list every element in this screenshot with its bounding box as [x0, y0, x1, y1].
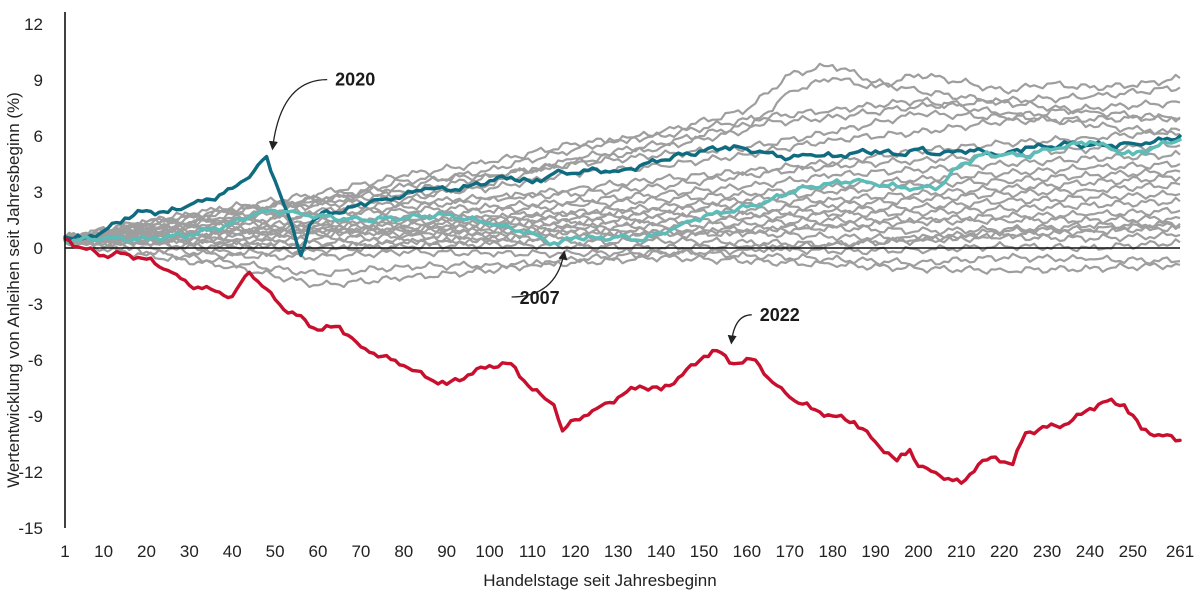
- y-tick-label: -9: [28, 407, 43, 426]
- x-tick-label: 120: [561, 542, 589, 561]
- x-tick-label: 60: [309, 542, 328, 561]
- x-tick-label: 40: [223, 542, 242, 561]
- annotation-label-2022: 2022: [760, 305, 800, 325]
- annotation-label-2020: 2020: [335, 70, 375, 90]
- x-tick-label: 20: [137, 542, 156, 561]
- series-line-2007: [63, 138, 1182, 247]
- y-tick-label: 9: [34, 71, 43, 90]
- y-tick-label: 3: [34, 183, 43, 202]
- background-series-line: [64, 127, 1181, 241]
- y-tick-label: -3: [28, 295, 43, 314]
- x-tick-label: 180: [818, 542, 846, 561]
- y-axis-title: Wertentwicklung von Anleihen seit Jahres…: [4, 92, 23, 488]
- background-series-line: [64, 230, 1181, 253]
- series-line-2022: [63, 237, 1182, 485]
- x-tick-label: 170: [776, 542, 804, 561]
- x-tick-label: 110: [519, 542, 546, 561]
- x-tick-label: 130: [604, 542, 632, 561]
- annotation-arrow-2020: [268, 78, 328, 151]
- y-tick-label: 6: [34, 127, 43, 146]
- background-series-group: [64, 62, 1181, 289]
- highlight-series-group: [63, 134, 1182, 485]
- x-tick-label: 150: [690, 542, 718, 561]
- x-tick-label: 70: [351, 542, 370, 561]
- x-tick-label: 210: [947, 542, 975, 561]
- x-tick-label: 50: [266, 542, 285, 561]
- x-axis-title: Handelstage seit Jahresbeginn: [483, 571, 716, 590]
- background-series-line: [64, 236, 1181, 278]
- x-tick-label: 240: [1076, 542, 1104, 561]
- background-series-line: [64, 85, 1181, 245]
- background-series-line: [64, 168, 1181, 243]
- x-tick-label: 160: [733, 542, 761, 561]
- y-tick-label: -6: [28, 351, 43, 370]
- background-series-line: [64, 62, 1181, 241]
- series-line-2020: [63, 134, 1182, 258]
- y-tick-label: 12: [24, 15, 43, 34]
- y-tick-label: -15: [18, 519, 43, 538]
- x-tick-label: 1: [60, 542, 69, 561]
- annotation-arrow-2022: [727, 314, 752, 345]
- y-tick-label: -12: [18, 463, 43, 482]
- x-tick-label: 10: [94, 542, 113, 561]
- annotation-arrow-2007: [511, 250, 568, 298]
- y-tick-label: 0: [34, 239, 43, 258]
- x-tick-label: 100: [475, 542, 503, 561]
- x-tick-label: 261: [1166, 542, 1194, 561]
- x-tick-label: 90: [437, 542, 456, 561]
- background-series-line: [64, 189, 1181, 241]
- x-tick-label: 30: [180, 542, 199, 561]
- x-tick-label: 80: [394, 542, 413, 561]
- x-tick-label: 250: [1119, 542, 1147, 561]
- x-tick-label: 220: [990, 542, 1018, 561]
- annotation-label-2007: 2007: [520, 288, 560, 308]
- x-tick-label: 230: [1033, 542, 1061, 561]
- x-tick-label: 140: [647, 542, 675, 561]
- background-series-line: [64, 96, 1181, 243]
- annotations: 2020 2007 2022: [268, 70, 800, 345]
- background-series-line: [64, 237, 1181, 268]
- x-tick-label: 200: [904, 542, 932, 561]
- x-tick-label: 190: [861, 542, 889, 561]
